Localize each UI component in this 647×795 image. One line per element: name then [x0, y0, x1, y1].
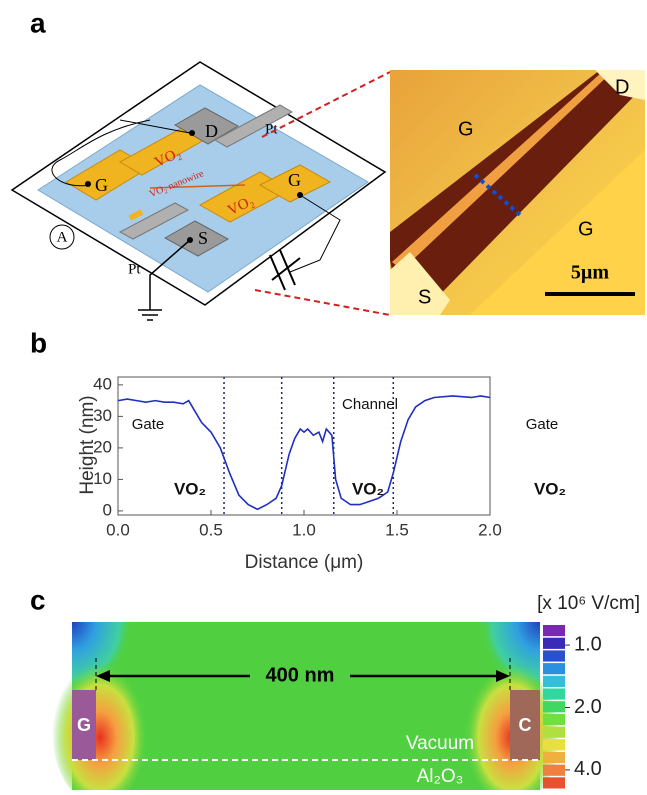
schematic-label: G: [95, 175, 108, 195]
region-label: Al₂O₃: [417, 766, 464, 787]
y-tick-label: 40: [93, 374, 112, 393]
colorbar-step: [543, 650, 565, 661]
x-tick-label: 1.5: [385, 520, 409, 539]
colorbar-step: [543, 625, 565, 636]
contact-dot: [85, 181, 91, 187]
x-tick-label: 1.0: [292, 520, 316, 539]
annotation: Gate: [132, 416, 165, 433]
schematic-label: G: [288, 170, 301, 190]
scale-bar-label: 5µm: [571, 262, 610, 284]
y-tick-label: 30: [93, 406, 112, 425]
figure: a D G G S Pt Pt VO₂ VO₂ VO₂ nanowire A G…: [0, 0, 647, 790]
dimension-label: 400 nm: [266, 664, 335, 686]
panel-b: b Height (nm) Distance (μm) 0102030400.0…: [30, 327, 566, 573]
colorbar-tick-label: 1.0: [574, 633, 602, 655]
colorbar-step: [543, 765, 565, 776]
colorbar-tick-label: 2.0: [574, 696, 602, 718]
colorbar-step: [543, 739, 565, 750]
x-tick-label: 0.5: [199, 520, 223, 539]
afm-label: G: [578, 218, 594, 240]
contact-dot: [187, 237, 193, 243]
afm-label: G: [458, 118, 474, 140]
annotation: VO₂: [352, 479, 384, 498]
contact-dot: [297, 192, 303, 198]
colorbar-step: [543, 676, 565, 687]
colorbar-step: [543, 688, 565, 699]
panel-a: a D G G S Pt Pt VO₂ VO₂ VO₂ nanowire A G…: [12, 7, 645, 320]
zoom-line: [255, 290, 390, 315]
zoom-line: [262, 72, 390, 137]
region-label: Vacuum: [406, 733, 474, 754]
schematic: D G G S Pt Pt VO₂ VO₂ VO₂ nanowire A: [12, 62, 385, 320]
annotation: VO₂: [534, 479, 566, 498]
panel-c: c [x 10⁶ V/cm] G C 400 nm Vacuum Al₂O₃ 1…: [30, 584, 640, 790]
panel-label: c: [30, 584, 46, 615]
electrode-label: C: [519, 715, 532, 735]
annotation: VO₂: [174, 479, 206, 498]
y-tick-label: 20: [93, 437, 112, 456]
y-tick-label: 0: [103, 500, 112, 519]
annotation: Gate: [526, 416, 559, 433]
electrode-label: G: [77, 715, 91, 735]
colorbar-step: [543, 638, 565, 649]
afm-label: D: [615, 76, 629, 98]
panel-label: a: [30, 7, 46, 38]
x-tick-label: 0.0: [106, 520, 130, 539]
y-tick-label: 10: [93, 469, 112, 488]
colorbar-step: [543, 727, 565, 738]
contact-dot: [189, 130, 195, 136]
schematic-label: A: [57, 229, 68, 245]
schematic-label: Pt: [128, 261, 141, 277]
x-axis-label: Distance (μm): [245, 552, 364, 573]
panel-label: b: [30, 327, 47, 358]
annotation: Channel: [342, 396, 398, 413]
colorbar-step: [543, 777, 565, 788]
colorbar-step: [543, 663, 565, 674]
afm-image: G G D S 5µm: [390, 70, 645, 315]
schematic-label: D: [205, 121, 218, 141]
colorbar-tick-label: 4.0: [574, 758, 602, 780]
afm-label: S: [418, 286, 431, 308]
colorbar-step: [543, 701, 565, 712]
colorbar-step: [543, 714, 565, 725]
schematic-label: S: [198, 228, 208, 248]
colorbar-title: [x 10⁶ V/cm]: [537, 593, 640, 614]
x-tick-label: 2.0: [478, 520, 502, 539]
colorbar-step: [543, 752, 565, 763]
